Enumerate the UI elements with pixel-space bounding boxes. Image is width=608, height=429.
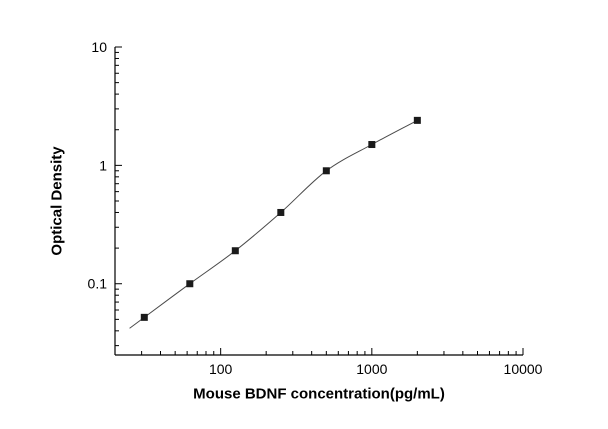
svg-text:1000: 1000 bbox=[356, 361, 387, 377]
svg-text:10: 10 bbox=[91, 39, 107, 55]
svg-text:100: 100 bbox=[209, 361, 233, 377]
svg-text:1: 1 bbox=[99, 157, 107, 173]
y-axis-title: Optical Density bbox=[48, 146, 66, 256]
svg-text:10000: 10000 bbox=[504, 361, 543, 377]
svg-text:0.1: 0.1 bbox=[88, 276, 108, 292]
x-axis-title: Mouse BDNF concentration(pg/mL) bbox=[193, 385, 445, 403]
